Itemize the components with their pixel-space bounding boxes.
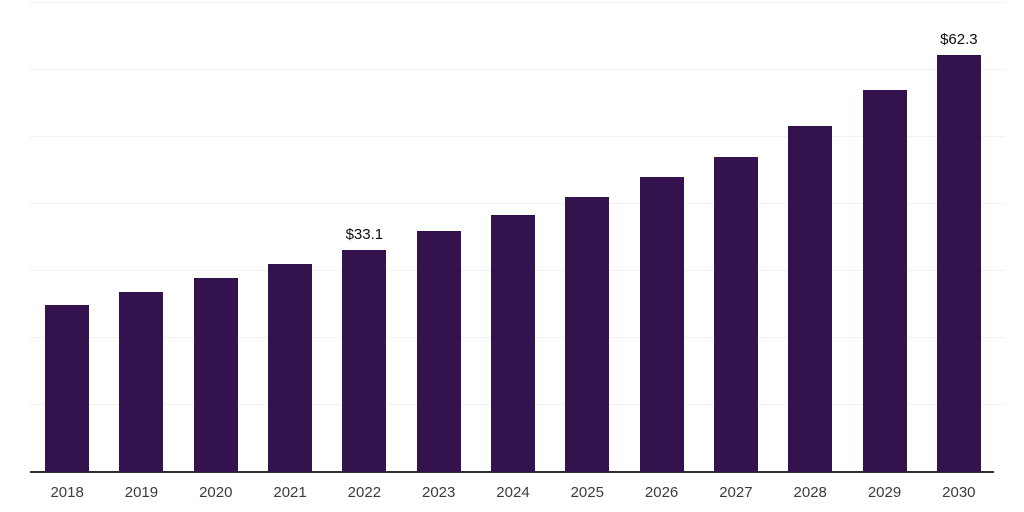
x-tick-label: 2026 (644, 484, 679, 501)
x-tick-label: 2019 (124, 484, 159, 501)
x-tick-label: 2018 (50, 484, 84, 501)
bar (713, 157, 758, 472)
x-axis-line (30, 471, 994, 473)
x-tick-label: 2029 (867, 484, 902, 501)
gridline (30, 136, 1005, 137)
value-label: $62.3 (940, 30, 978, 48)
bar (936, 54, 981, 472)
bar (788, 125, 833, 472)
bar (416, 231, 461, 472)
value-label: $33.1 (345, 226, 384, 244)
x-tick-label: 2027 (719, 484, 753, 501)
x-tick-label: 2030 (942, 484, 976, 501)
x-tick-label: 2023 (421, 484, 456, 501)
bar (565, 196, 610, 472)
gridline (30, 2, 1005, 3)
bar (491, 214, 535, 472)
bar (119, 291, 164, 472)
x-tick-label: 2024 (496, 484, 530, 501)
bar (193, 277, 238, 472)
bar (862, 90, 907, 472)
x-tick-label: 2020 (199, 484, 233, 501)
gridline (30, 203, 1005, 204)
x-tick-label: 2028 (793, 484, 827, 501)
x-tick-label: 2021 (273, 484, 307, 501)
bar (639, 176, 684, 472)
bar (45, 305, 90, 472)
x-tick-label: 2022 (347, 484, 382, 501)
bar (342, 250, 387, 472)
gridline (30, 69, 1005, 70)
bar (268, 264, 313, 472)
x-tick-label: 2025 (570, 484, 604, 501)
